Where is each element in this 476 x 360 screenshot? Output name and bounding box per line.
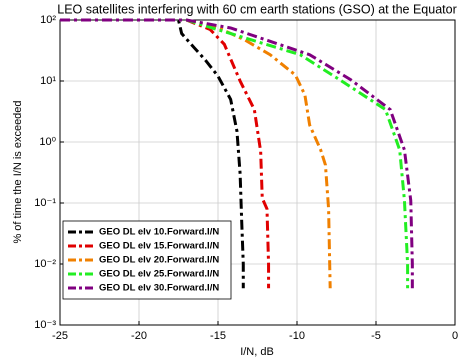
legend-label: GEO DL elv 25.Forward.I/N xyxy=(99,269,219,280)
data-line xyxy=(60,18,410,289)
x-tick-label: 0 xyxy=(452,330,458,342)
legend-label: GEO DL elv 30.Forward.I/N xyxy=(99,283,219,294)
y-tick-label: 10⁻² xyxy=(34,258,56,270)
x-axis-label: I/N, dB xyxy=(240,346,274,358)
data-line xyxy=(60,18,332,289)
y-tick-label: 10² xyxy=(40,14,56,26)
x-tick-label: -15 xyxy=(210,330,226,342)
y-tick-label: 10⁻¹ xyxy=(34,197,56,209)
y-tick-label: 10⁰ xyxy=(39,136,56,148)
x-tick-label: -20 xyxy=(131,330,147,342)
plot-frame xyxy=(59,19,456,326)
legend-label: GEO DL elv 10.Forward.I/N xyxy=(99,227,219,238)
data-line xyxy=(60,18,245,289)
y-axis-label: % of time the I/N is exceeded xyxy=(12,100,24,243)
data-line xyxy=(60,18,414,289)
legend-label: GEO DL elv 20.Forward.I/N xyxy=(99,255,219,266)
x-tick-label: -25 xyxy=(52,330,68,342)
y-tick-label: 10¹ xyxy=(40,75,56,87)
legend: GEO DL elv 10.Forward.I/N GEO DL elv 15.F… xyxy=(62,220,232,300)
data-line xyxy=(60,18,271,289)
chart-title: LEO satellites interfering with 60 cm ea… xyxy=(57,2,457,16)
y-tick-label: 10⁻³ xyxy=(34,319,56,331)
x-tick-label: -5 xyxy=(371,330,381,342)
x-tick-label: -10 xyxy=(289,330,305,342)
legend-label: GEO DL elv 15.Forward.I/N xyxy=(99,241,219,252)
